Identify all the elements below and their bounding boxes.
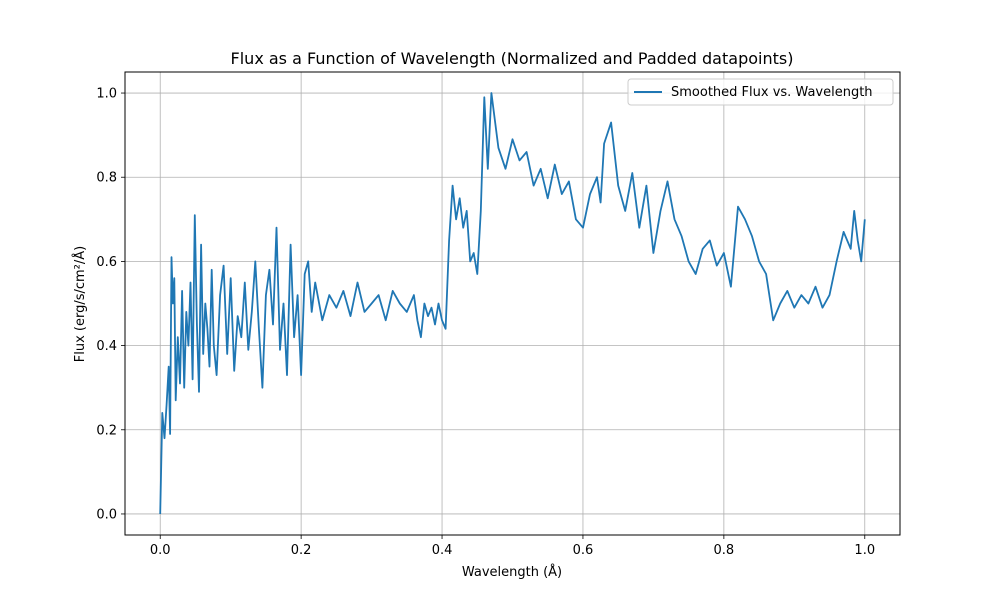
x-axis-label: Wavelength (Å)	[462, 564, 562, 580]
x-tick-label: 0.2	[291, 543, 312, 558]
y-tick-label: 1.0	[96, 87, 117, 102]
x-tick-label: 0.8	[714, 543, 735, 558]
y-tick-label: 0.8	[96, 171, 117, 186]
plot-frame	[124, 71, 901, 536]
y-tick-label: 0.2	[96, 423, 117, 438]
legend: Smoothed Flux vs. Wavelength	[627, 78, 894, 106]
x-tick-label: 0.4	[432, 543, 453, 558]
x-tick-label: 0.0	[150, 543, 171, 558]
x-tick-label: 0.6	[573, 543, 594, 558]
x-tick-label: 1.0	[854, 543, 875, 558]
legend-box	[627, 78, 894, 106]
tick-layer: 0.0 0.2 0.4 0.6 0.8 1.0 0.0 0.2 0.4 0.6 0.8 1.0	[96, 87, 875, 558]
legend-label: Smoothed Flux vs. Wavelength	[671, 85, 873, 100]
grid-layer	[125, 72, 900, 535]
y-tick-label: 0.0	[96, 507, 117, 522]
y-tick-label: 0.4	[96, 339, 117, 354]
series-layer	[159, 92, 866, 515]
y-axis-label: Flux (erg/s/cm²/Å)	[72, 246, 88, 363]
flux-series-line	[159, 92, 866, 515]
chart-title: Flux as a Function of Wavelength (Normal…	[231, 49, 794, 68]
y-tick-label: 0.6	[96, 255, 117, 270]
